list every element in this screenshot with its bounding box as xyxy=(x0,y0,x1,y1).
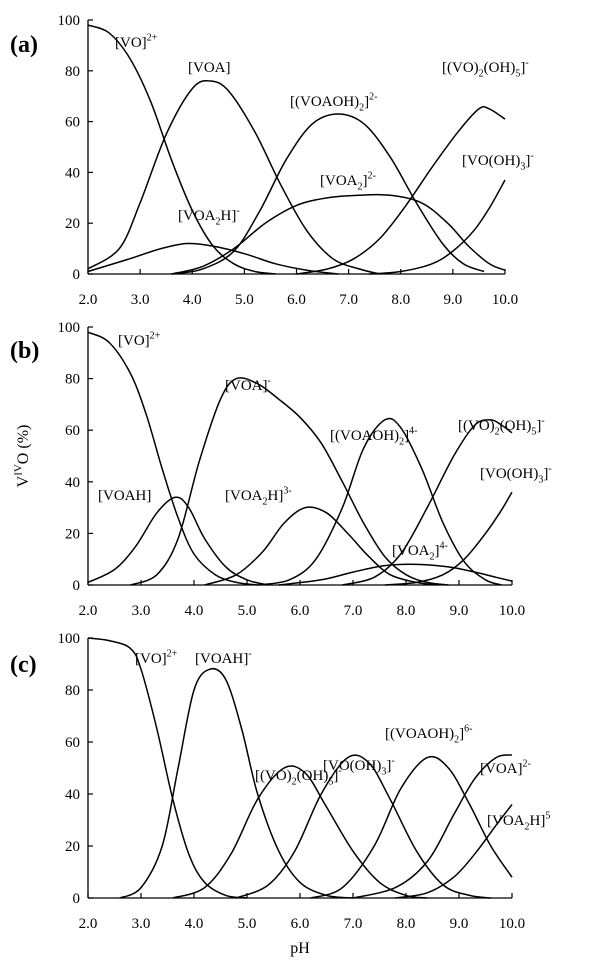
series-line-vo-2 xyxy=(87,24,276,275)
species-label-voa2h: [VOA2H]-​ xyxy=(178,206,240,228)
series-line-voa xyxy=(130,377,449,586)
x-tick-label: 8.0 xyxy=(397,603,416,619)
series-line-voa2h-3 xyxy=(204,506,438,586)
panel-3: 0 20 40 60 80 100 2.0 3.0 4.0 5.0 6.0 7.0 8.0 9.0 10.0… xyxy=(10,631,550,932)
species-label-voaoh-2-2: [(VOAOH)2]2-​ xyxy=(290,92,378,114)
x-tick-label: 8.0 xyxy=(391,292,410,308)
series-line-voa xyxy=(87,79,381,275)
y-tick-label: 60 xyxy=(65,735,80,751)
species-label-voa2-2: [VOA2]2-​ xyxy=(320,171,376,193)
x-tick-label: 3.0 xyxy=(132,916,151,932)
x-tick-label: 4.0 xyxy=(183,292,202,308)
series-line-voa2h xyxy=(87,242,339,275)
x-tick-label: 9.0 xyxy=(444,292,463,308)
x-tick-label: 9.0 xyxy=(450,603,469,619)
y-tick-label: 80 xyxy=(65,372,80,388)
x-tick-label: 6.0 xyxy=(291,603,310,619)
series-line-voah xyxy=(119,667,354,899)
species-label-voa-2: [VOA]2-​ xyxy=(480,759,531,777)
panel-label: (a) xyxy=(10,32,38,58)
species-label-voaoh-2-6: [(VOAOH)2]6-​ xyxy=(385,724,473,746)
x-tick-label: 2.0 xyxy=(79,916,98,932)
y-tick-label: 80 xyxy=(65,64,80,80)
series-line-vo-2 xyxy=(87,331,258,586)
series-line-voa2h-5 xyxy=(236,754,491,899)
series-line-voaoh-2-6 xyxy=(310,755,513,899)
species-label-voah: [VOAH] xyxy=(98,488,151,504)
y-tick-label: 60 xyxy=(65,423,80,439)
x-tick-label: 7.0 xyxy=(344,916,363,932)
species-label-vo-2-oh-5: [(VO)2(OH)5]-​ xyxy=(458,416,545,438)
species-label-vo-oh-3: [VO(OH)3]-​ xyxy=(480,464,552,486)
x-tick-label: 10.0 xyxy=(492,292,518,308)
panel-1: 0 20 40 60 80 100 2.0 3.0 4.0 5.0 6.0 7.0 8.0 9.0 10.0… xyxy=(10,13,534,308)
species-label-voa2-4: [VOA2]4-​ xyxy=(392,541,448,563)
x-tick-label: 6.0 xyxy=(287,292,306,308)
y-tick-label: 100 xyxy=(58,320,81,336)
series-line-vo-2 xyxy=(87,637,248,899)
y-tick-label: 0 xyxy=(73,267,81,283)
species-label-vo-oh-3: [VO(OH)3]-​ xyxy=(323,756,395,778)
species-label-vo-oh-3: [VO(OH)3]-​ xyxy=(462,151,534,173)
species-label-vo-2-oh-5: [(VO)2(OH)5]-​ xyxy=(255,766,342,788)
x-axis-title: pH xyxy=(290,940,310,957)
series-line-voa2-4 xyxy=(278,563,513,586)
y-tick-label: 20 xyxy=(65,216,80,232)
species-label-vo-2-oh-5: [(VO)2(OH)5]-​ xyxy=(442,58,529,80)
y-tick-label: 40 xyxy=(65,165,80,181)
y-tick-label: 0 xyxy=(73,578,81,594)
y-tick-label: 100 xyxy=(58,631,81,647)
x-tick-label: 7.0 xyxy=(344,603,363,619)
x-tick-label: 3.0 xyxy=(132,603,151,619)
panel-label: (c) xyxy=(10,652,37,678)
series-line-vo-oh-3 xyxy=(369,179,506,275)
series-line-vo-2-oh-5 xyxy=(352,754,513,899)
species-label-voaoh-2-4: [(VOAOH)2]4-​ xyxy=(330,426,418,448)
species-label-vo-2: [VO]2+​ xyxy=(115,33,158,51)
x-tick-label: 10.0 xyxy=(499,916,525,932)
y-axis-title: VIVO (%) xyxy=(12,425,32,488)
species-label-voa2h-5: [VOA2H]5​ xyxy=(487,811,550,833)
y-tick-label: 20 xyxy=(65,526,80,542)
species-label-voah: [VOAH]-​ xyxy=(195,649,252,667)
series-line-voa-2 xyxy=(172,765,428,899)
series-line-vo-2-oh-5 xyxy=(296,106,506,275)
x-tick-label: 4.0 xyxy=(185,603,204,619)
x-tick-label: 8.0 xyxy=(397,916,416,932)
species-label-voa: [VOA] xyxy=(188,60,231,76)
y-tick-label: 40 xyxy=(65,787,80,803)
y-tick-label: 100 xyxy=(58,13,81,29)
y-tick-label: 0 xyxy=(73,891,81,907)
y-tick-label: 80 xyxy=(65,683,80,699)
x-tick-label: 4.0 xyxy=(185,916,204,932)
x-tick-label: 5.0 xyxy=(238,916,257,932)
series-line-vo-oh-3 xyxy=(395,803,513,899)
x-tick-label: 10.0 xyxy=(499,603,525,619)
x-tick-label: 6.0 xyxy=(291,916,310,932)
x-tick-label: 5.0 xyxy=(238,603,257,619)
series-line-vo-2-oh-5 xyxy=(342,419,513,586)
x-tick-label: 2.0 xyxy=(79,603,98,619)
x-tick-label: 5.0 xyxy=(235,292,254,308)
species-label-vo-2: [VO]2+​ xyxy=(118,331,161,349)
species-label-voa2h-3: [VOA2H]3-​ xyxy=(225,486,292,508)
y-tick-label: 20 xyxy=(65,839,80,855)
species-label-voa: [VOA]-​ xyxy=(225,376,271,394)
series-line-voa2-2 xyxy=(171,193,506,275)
series-line-voaoh-2-2 xyxy=(171,113,485,275)
series-line-vo-oh-3 xyxy=(384,491,513,586)
panel-label: (b) xyxy=(10,338,39,364)
y-tick-label: 60 xyxy=(65,115,80,131)
species-label-vo-2: [VO]2+​ xyxy=(135,649,178,667)
x-tick-label: 3.0 xyxy=(131,292,150,308)
panel-2: 0 20 40 60 80 100 2.0 3.0 4.0 5.0 6.0 7.0 8.0 9.0 10.0… xyxy=(10,320,552,619)
x-tick-label: 2.0 xyxy=(79,292,98,308)
series-line-voaoh-2-4 xyxy=(257,417,502,586)
y-tick-label: 40 xyxy=(65,475,80,491)
x-tick-label: 7.0 xyxy=(339,292,358,308)
x-tick-label: 9.0 xyxy=(450,916,469,932)
